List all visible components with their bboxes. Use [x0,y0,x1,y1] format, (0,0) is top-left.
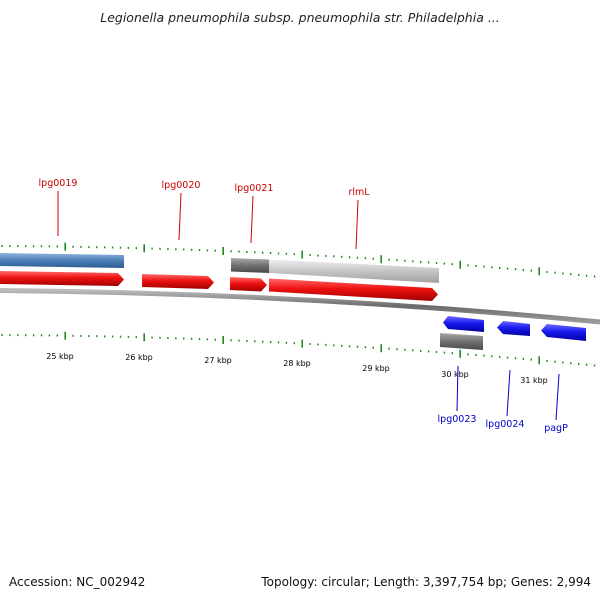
leader-line-lpg0021 [250,195,254,244]
gene-arrow-lpg0024[interactable] [497,321,530,336]
tick-label: 26 kbp [125,353,153,362]
leader-line-pagP [555,373,560,421]
leader-line-lpg0020 [178,192,182,241]
leader-line-lpg0023 [456,365,459,412]
tick-label: 28 kbp [283,359,311,368]
tick-label: 31 kbp [520,376,548,385]
gene-arrow-lpg0019[interactable] [0,271,124,286]
genome-summary-text: Topology: circular; Length: 3,397,754 bp… [261,575,591,589]
gene-arrow-rlmL[interactable] [269,278,438,302]
gene-arrow-lpg0020[interactable] [142,274,214,289]
leader-line-lpg0024 [506,369,511,417]
gene-label-lpg0021[interactable]: lpg0021 [235,183,274,194]
accession-text: Accession: NC_002942 [9,575,146,589]
tick-label: 27 kbp [204,356,232,365]
tick-label: 25 kbp [46,352,74,361]
map-title: Legionella pneumophila subsp. pneumophil… [100,10,500,25]
feature-grey-reverse[interactable] [440,333,483,350]
forward-gene-labels: lpg0019 lpg0020 lpg0021 rlmL [39,178,370,250]
gene-label-lpg0023[interactable]: lpg0023 [438,414,477,425]
outer-tick-row [1,242,596,278]
leader-line-rlmL [355,199,359,250]
genome-backbone [0,288,600,325]
gene-arrow-pagP[interactable] [541,324,586,341]
feature-light-grey[interactable] [269,259,439,284]
gene-label-rlmL[interactable]: rlmL [348,187,370,198]
reverse-gene-labels: lpg0023 lpg0024 pagP [438,365,568,434]
inner-tick-row [1,331,596,367]
gene-arrow-lpg0023[interactable] [443,316,484,332]
scale-labels: 25 kbp 26 kbp 27 kbp 28 kbp 29 kbp 30 kb… [46,352,548,385]
feature-grey-left[interactable] [231,258,269,273]
tick-label: 30 kbp [441,370,469,379]
tick-label: 29 kbp [362,364,390,373]
feature-steel-blue[interactable] [0,253,124,268]
gene-label-pagP[interactable]: pagP [544,423,568,434]
gene-arrow-lpg0021[interactable] [230,277,267,292]
gene-label-lpg0019[interactable]: lpg0019 [39,178,78,189]
gene-label-lpg0020[interactable]: lpg0020 [162,180,201,191]
gene-label-lpg0024[interactable]: lpg0024 [486,419,525,430]
